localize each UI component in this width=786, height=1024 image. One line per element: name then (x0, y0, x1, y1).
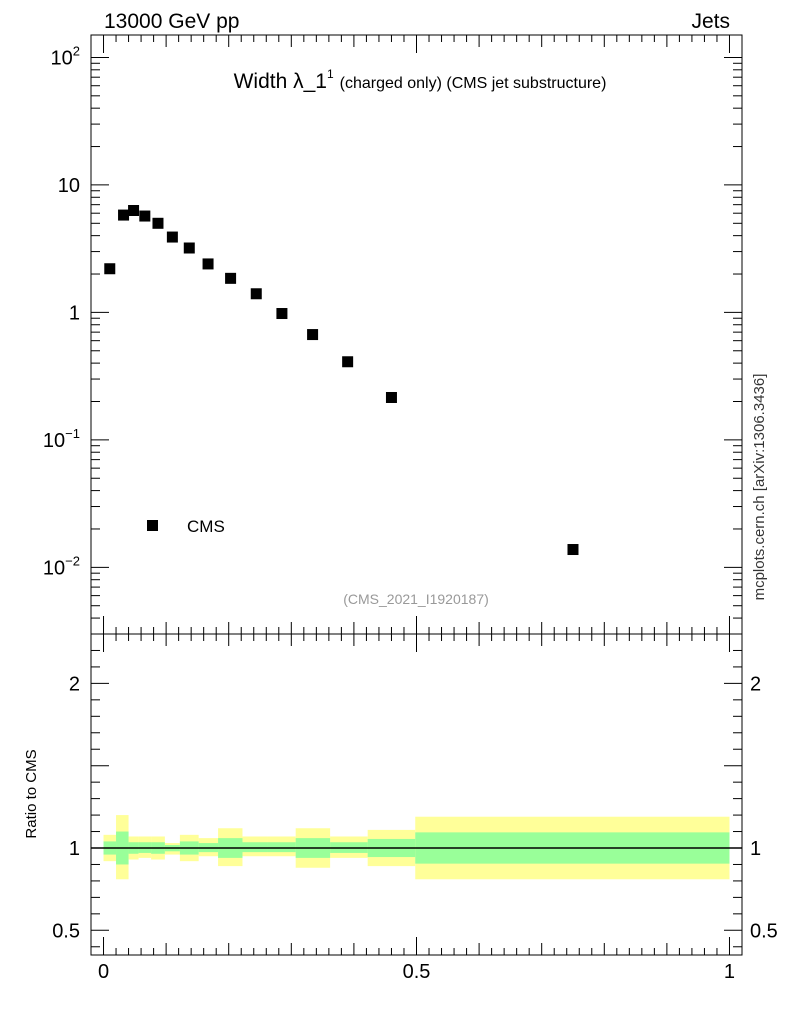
main-y-tick-label-exponent: 2 (73, 43, 80, 58)
ratio-y-tick-label: 1 (69, 838, 80, 860)
ratio-y-tick-label-right: 1 (750, 838, 761, 860)
legend-marker (147, 520, 158, 531)
legend-label: CMS (187, 517, 225, 536)
mcplots-side-label: mcplots.cern.ch [arXiv:1306.3436] (751, 374, 768, 601)
main-y-tick-label-exponent: −1 (65, 426, 80, 441)
ratio-x-tick-label: 0 (98, 961, 109, 983)
data-point-cms (118, 209, 130, 221)
data-point-cms (250, 288, 262, 300)
main-y-tick-label: 102 (51, 43, 80, 69)
main-y-tick-label-base: 10 (43, 557, 65, 579)
data-point-cms (225, 272, 237, 284)
ratio-frame (90, 633, 743, 956)
main-y-tick-label: 1 (69, 302, 80, 324)
data-point-cms (104, 263, 116, 275)
main-y-tick-label-exponent: −2 (65, 553, 80, 568)
ratio-plot-content (91, 815, 742, 880)
plot-title: Width λ_11 (charged only) (CMS jet substr… (234, 67, 607, 93)
ratio-y-tick-label-right: 2 (750, 673, 761, 695)
main-plot-content (104, 205, 579, 556)
data-point-cms (166, 231, 178, 243)
main-y-tick-label-base: 10 (43, 430, 65, 452)
ratio-y-tick-label: 0.5 (52, 920, 80, 942)
data-point-cms (139, 210, 151, 222)
ratio-panel: 2 2 1 1 0.5 0.5 0 0.5 1 Ratio to CMS (23, 633, 778, 983)
ratio-band-inner (242, 842, 268, 853)
main-y-tick-label-base: 10 (51, 47, 73, 69)
ratio-x-tick-label: 0.5 (403, 961, 431, 983)
main-y-tick-label: 10 (58, 175, 80, 197)
data-point-cms (152, 217, 164, 229)
analysis-tag: (CMS_2021_I1920187) (343, 591, 489, 607)
plot-title-main: Width λ_1 (234, 70, 327, 93)
collision-energy-label: 13000 GeV pp (104, 10, 239, 33)
data-point-cms (342, 356, 354, 368)
data-point-cms (183, 242, 195, 254)
plot-title-superscript: 1 (327, 67, 334, 81)
data-point-cms (276, 308, 288, 320)
data-point-cms (567, 544, 579, 556)
legend: CMS (147, 517, 225, 536)
ratio-band-inner (267, 842, 296, 853)
main-frame (90, 34, 743, 635)
ratio-y-tick-label-right: 0.5 (750, 920, 778, 942)
data-point-cms (128, 205, 140, 217)
main-y-tick-label: 10−1 (43, 426, 80, 452)
ratio-axes: 2 2 1 1 0.5 0.5 0 0.5 1 (52, 634, 778, 983)
plot-title-rest: (charged only) (CMS jet substructure) (340, 75, 607, 92)
data-point-cms (202, 258, 214, 270)
main-y-tick-label: 10−2 (43, 553, 80, 579)
process-label: Jets (691, 10, 730, 33)
ratio-y-axis-label: Ratio to CMS (23, 749, 40, 838)
data-point-cms (307, 329, 319, 341)
ratio-y-tick-label: 2 (69, 673, 80, 695)
data-point-cms (385, 391, 397, 403)
ratio-x-tick-label: 1 (724, 961, 735, 983)
